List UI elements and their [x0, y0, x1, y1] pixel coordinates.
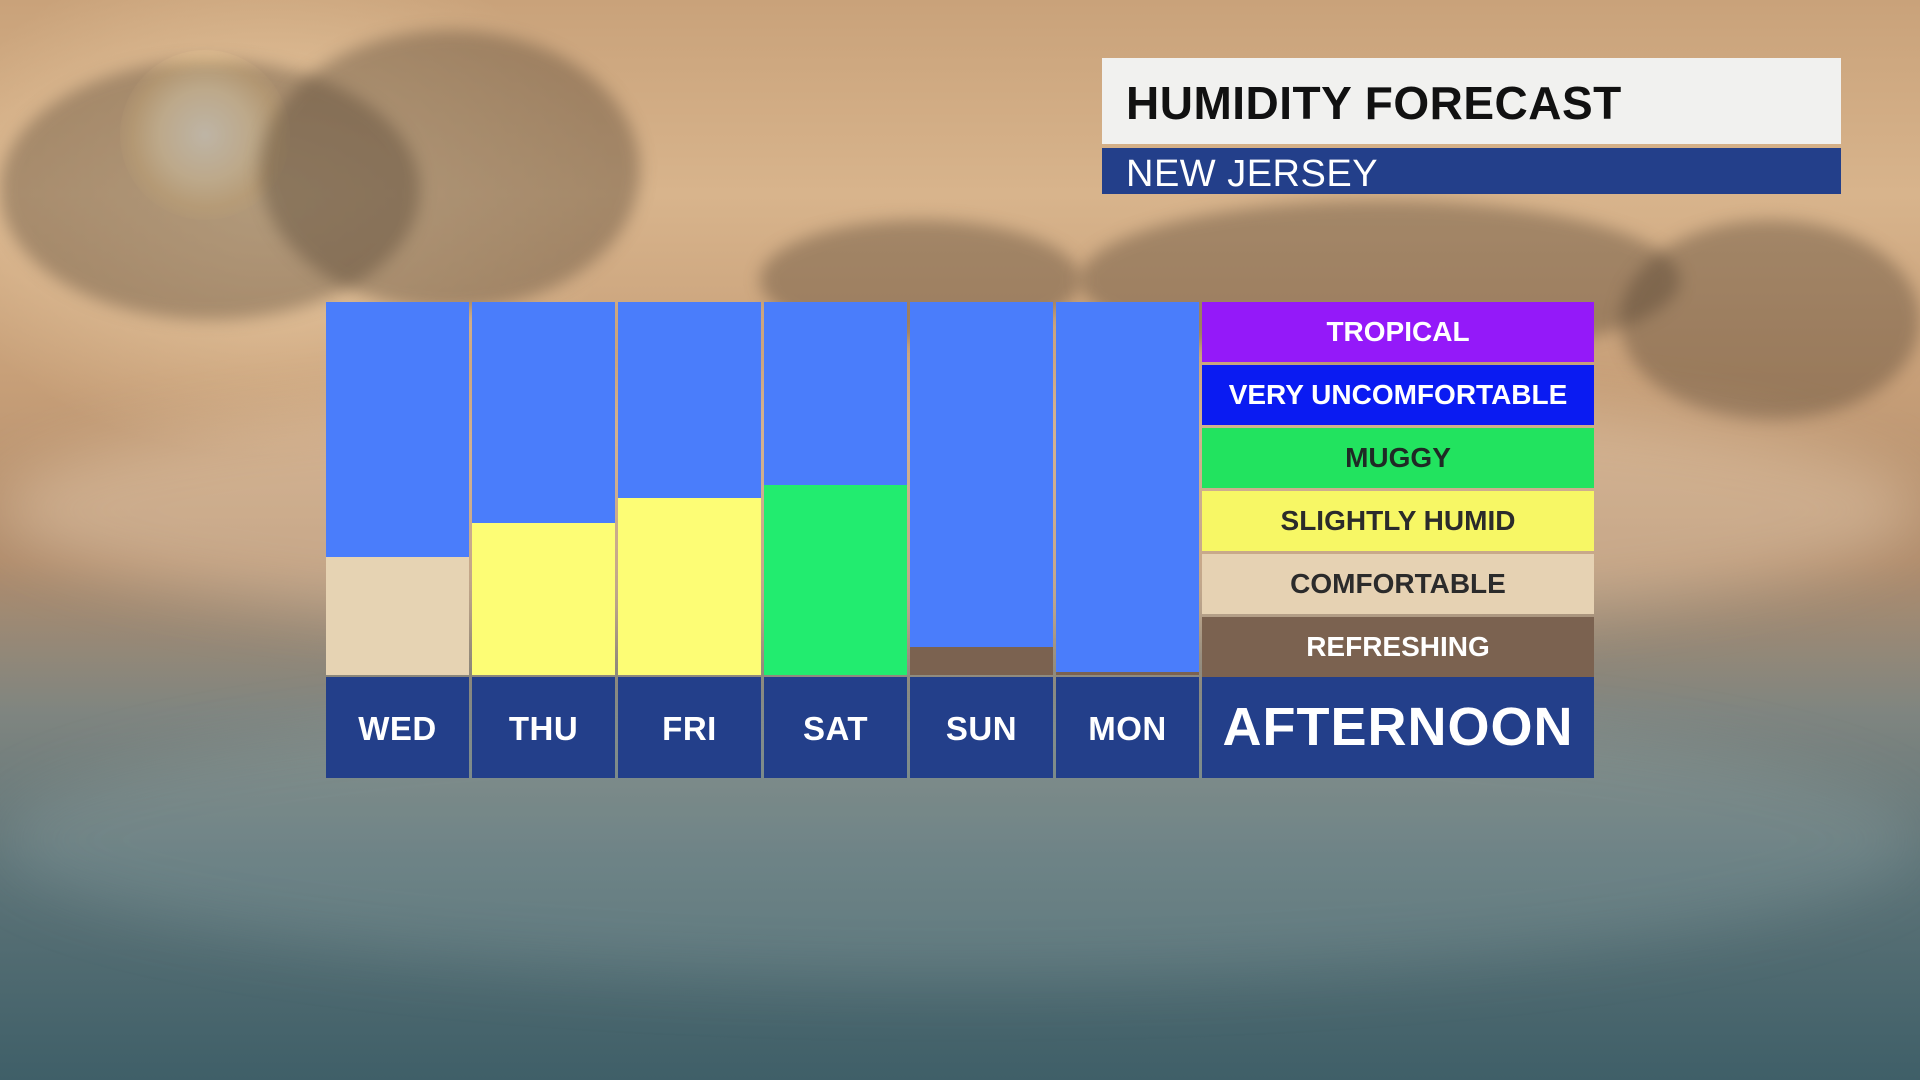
day-label-cell: FRI — [618, 677, 761, 778]
day-label-cell: WED — [326, 677, 469, 778]
legend-label: VERY UNCOMFORTABLE — [1228, 379, 1568, 410]
humidity-chart: WED THU FRI SAT SUN MON TROPICAL VERY UNCOMFORT… — [326, 302, 1594, 778]
legend-very-uncomfortable: VERY UNCOMFORTABLE — [1202, 365, 1594, 425]
day-label-cell: MON — [1056, 677, 1199, 778]
legend-comfortable: COMFORTABLE — [1202, 554, 1594, 614]
tree-silhouette — [260, 30, 640, 310]
legend-label: SLIGHTLY HUMID — [1280, 505, 1516, 536]
day-label: SUN — [945, 710, 1018, 747]
day-label: MON — [1088, 710, 1167, 747]
bar-thu — [472, 523, 615, 675]
bar-sat — [764, 485, 907, 675]
tree-silhouette — [0, 60, 420, 320]
day-label: THU — [508, 710, 579, 747]
day-label-cell: SAT — [764, 677, 907, 778]
sun — [120, 50, 290, 220]
page-title: HUMIDITY FORECAST — [1126, 77, 1622, 129]
day-label: FRI — [662, 710, 717, 747]
bar-mon — [1056, 672, 1199, 675]
bar-wed — [326, 557, 469, 675]
bar-track-sun — [910, 302, 1053, 675]
day-label-cell: SUN — [910, 677, 1053, 778]
day-label-cell: THU — [472, 677, 615, 778]
bar-track-mon — [1056, 302, 1199, 675]
legend-tropical: TROPICAL — [1202, 302, 1594, 362]
tree-silhouette — [1620, 220, 1920, 420]
title-banner: HUMIDITY FORECAST — [1102, 58, 1841, 144]
subtitle-banner: NEW JERSEY — [1102, 148, 1841, 195]
day-label: SAT — [802, 710, 869, 747]
legend-label: TROPICAL — [1326, 316, 1470, 347]
legend-refreshing: REFRESHING — [1202, 617, 1594, 677]
period-label: AFTERNOON — [1202, 677, 1594, 778]
legend-label: REFRESHING — [1306, 631, 1490, 662]
location-subtitle: NEW JERSEY — [1126, 153, 1379, 195]
legend-slightly-humid: SLIGHTLY HUMID — [1202, 491, 1594, 551]
bar-fri — [618, 498, 761, 675]
legend-label: MUGGY — [1345, 442, 1451, 473]
legend-label: COMFORTABLE — [1290, 568, 1506, 599]
day-label: WED — [358, 710, 437, 747]
bar-sun — [910, 647, 1053, 675]
legend-muggy: MUGGY — [1202, 428, 1594, 488]
